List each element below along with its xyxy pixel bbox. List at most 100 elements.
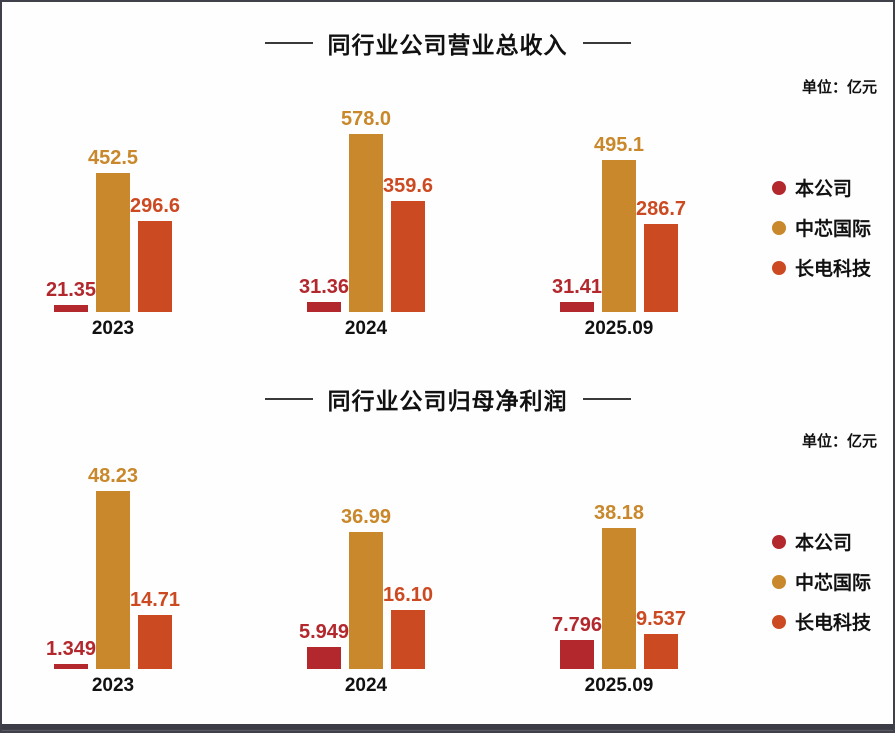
chart-title: 同行业公司营业总收入 [327, 32, 568, 58]
legend-label: 长电科技 [795, 613, 872, 634]
bar-value-label: 5.949 [298, 621, 350, 643]
bar-value-label: 31.36 [298, 276, 350, 298]
bar-cell: 31.41 [552, 32, 602, 312]
bar-中芯国际-2025.09 [602, 160, 636, 312]
bar-value-label: 359.6 [382, 175, 434, 197]
bar-value-label: 36.99 [340, 506, 392, 528]
bar-本公司-2023 [54, 664, 88, 669]
bar-value-label: 14.71 [129, 589, 181, 611]
legend-item-长电科技: 长电科技 [772, 254, 871, 281]
bar-value-label: 31.41 [551, 276, 603, 298]
bar-value-label: 9.537 [635, 608, 687, 630]
legend-dot-icon [772, 534, 786, 549]
legend-item-中芯国际: 中芯国际 [772, 568, 871, 595]
net-profit-chart-section: 同行业公司归母净利润 单位：亿元 1.349 48.23 14.71 2023 5.94… [2, 362, 893, 724]
bar-group-2025.09: 31.41 495.1 286.7 2025.09 [552, 32, 686, 339]
x-axis-label: 2025.09 [584, 675, 654, 696]
x-axis-label: 2023 [91, 675, 135, 696]
bar-value-label: 38.18 [593, 502, 645, 524]
bar-group-2023: 1.349 48.23 14.71 2023 [46, 389, 180, 696]
bar-长电科技-2025.09 [644, 224, 678, 312]
bar-value-label: 7.796 [551, 614, 603, 636]
bar-group-2024: 5.949 36.99 16.10 2024 [299, 389, 433, 696]
net-profit-legend: 本公司中芯国际长电科技 [772, 528, 871, 635]
legend-item-中芯国际: 中芯国际 [772, 214, 871, 241]
legend-label: 长电科技 [795, 259, 872, 280]
bar-cell: 1.349 [46, 389, 96, 669]
bar-长电科技-2024 [391, 201, 425, 312]
legend-label: 中芯国际 [795, 573, 872, 594]
bar-group-2025.09: 7.796 38.18 9.537 2025.09 [552, 389, 686, 696]
legend-label: 本公司 [795, 533, 853, 554]
bar-cell: 48.23 [88, 389, 138, 669]
bar-本公司-2024 [307, 302, 341, 312]
legend-label: 本公司 [795, 179, 853, 200]
bar-cell: 359.6 [383, 32, 433, 312]
x-axis-label: 2023 [91, 318, 135, 339]
bar-cell: 14.71 [130, 389, 180, 669]
revenue-chart-title-row: 同行业公司营业总收入 [2, 26, 893, 60]
bar-value-label: 286.7 [635, 198, 687, 220]
bar-cell: 36.99 [341, 389, 391, 669]
bar-中芯国际-2023 [96, 173, 130, 312]
bar-长电科技-2023 [138, 615, 172, 669]
bar-cell: 16.10 [383, 389, 433, 669]
legend-dot-icon [772, 574, 786, 589]
bar-cell: 452.5 [88, 32, 138, 312]
bar-value-label: 21.35 [45, 279, 97, 301]
title-dash-right [582, 42, 631, 44]
bar-value-label: 48.23 [87, 465, 139, 487]
bar-中芯国际-2024 [349, 532, 383, 669]
bar-value-label: 296.6 [129, 195, 181, 217]
bar-cell: 495.1 [594, 32, 644, 312]
bar-中芯国际-2025.09 [602, 528, 636, 669]
revenue-chart-section: 同行业公司营业总收入 单位：亿元 21.35 452.5 296.6 2023 31.3… [2, 2, 893, 362]
legend-dot-icon [772, 260, 786, 275]
bar-value-label: 1.349 [45, 638, 97, 660]
x-axis-label: 2024 [344, 675, 388, 696]
bar-group-2024: 31.36 578.0 359.6 2024 [299, 32, 433, 339]
bar-cell: 578.0 [341, 32, 391, 312]
revenue-legend: 本公司中芯国际长电科技 [772, 174, 871, 281]
title-dash-left [264, 42, 313, 44]
legend-item-本公司: 本公司 [772, 528, 871, 555]
bar-本公司-2025.09 [560, 302, 594, 312]
legend-dot-icon [772, 220, 786, 235]
bar-value-label: 495.1 [593, 134, 645, 156]
bar-cell: 296.6 [130, 32, 180, 312]
legend-dot-icon [772, 614, 786, 629]
revenue-bar-plot: 21.35 452.5 296.6 2023 31.36 578.0 359.6 2024 31… [2, 2, 893, 362]
legend-dot-icon [772, 180, 786, 195]
window-bottom-border [0, 724, 895, 733]
bar-value-label: 16.10 [382, 584, 434, 606]
bar-value-label: 578.0 [340, 108, 392, 130]
chart-title: 同行业公司归母净利润 [327, 388, 568, 414]
bar-中芯国际-2024 [349, 134, 383, 312]
bar-中芯国际-2023 [96, 491, 130, 669]
title-dash-left [264, 398, 313, 400]
bar-本公司-2024 [307, 647, 341, 669]
bar-cell: 5.949 [299, 389, 349, 669]
bar-cell: 31.36 [299, 32, 349, 312]
bar-value-label: 452.5 [87, 147, 139, 169]
bar-cell: 286.7 [636, 32, 686, 312]
bar-cell: 21.35 [46, 32, 96, 312]
x-axis-label: 2024 [344, 318, 388, 339]
legend-item-长电科技: 长电科技 [772, 608, 871, 635]
unit-label: 单位：亿元 [801, 433, 877, 450]
legend-item-本公司: 本公司 [772, 174, 871, 201]
bar-本公司-2023 [54, 305, 88, 312]
bar-长电科技-2023 [138, 221, 172, 312]
bar-group-2023: 21.35 452.5 296.6 2023 [46, 32, 180, 339]
net-profit-bar-plot: 1.349 48.23 14.71 2023 5.949 36.99 16.10 2024 7.… [2, 362, 893, 724]
bar-长电科技-2025.09 [644, 634, 678, 669]
bar-cell: 7.796 [552, 389, 602, 669]
bar-长电科技-2024 [391, 610, 425, 669]
title-dash-right [582, 398, 631, 400]
unit-label: 单位：亿元 [801, 79, 877, 96]
x-axis-label: 2025.09 [584, 318, 654, 339]
bar-cell: 9.537 [636, 389, 686, 669]
bar-cell: 38.18 [594, 389, 644, 669]
